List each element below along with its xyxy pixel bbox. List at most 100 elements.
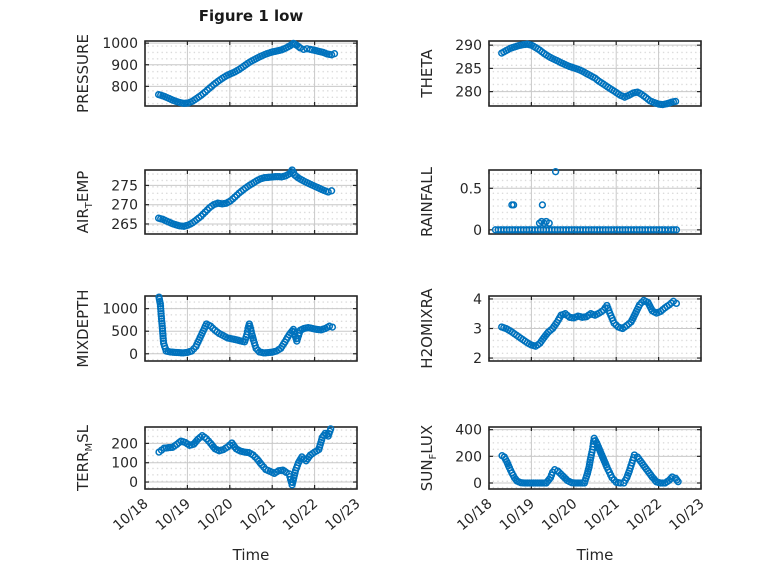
data-point-marker <box>672 299 681 308</box>
x-tick-label: 10/19 <box>153 496 194 534</box>
y-tick-label: 285 <box>455 61 482 77</box>
x-tick-label: 10/23 <box>322 496 363 534</box>
data-point-marker <box>157 304 165 313</box>
data-series <box>154 39 339 108</box>
y-axis-label: TERRMSL <box>74 424 95 492</box>
data-point-marker <box>674 478 682 486</box>
x-tick-label: 10/21 <box>238 496 279 534</box>
y-tick-label: 2 <box>473 351 482 367</box>
x-tick-label: 10/18 <box>110 496 151 534</box>
data-point-marker <box>158 327 167 335</box>
y-tick-label: 200 <box>111 436 138 452</box>
x-axis-label: Time <box>232 546 270 564</box>
data-point-marker <box>670 226 678 234</box>
axes-box <box>488 169 702 235</box>
y-tick-label: 100 <box>111 456 138 472</box>
y-tick-label: 3 <box>473 322 482 338</box>
y-tick-label: 800 <box>111 79 138 95</box>
y-tick-label: 400 <box>455 423 482 439</box>
x-tick-label: 10/22 <box>624 496 665 534</box>
y-axis-label: MIXDEPTH <box>74 289 92 367</box>
y-tick-label: 265 <box>111 217 138 233</box>
y-tick-label: 1000 <box>102 36 138 52</box>
x-tick-label: 10/22 <box>280 496 321 534</box>
data-series <box>155 425 335 489</box>
subplot-AIR_TEMP: 265 270 275 AIRTEMP <box>74 166 358 235</box>
x-tick-label: 10/23 <box>666 496 707 534</box>
y-tick-label: 1000 <box>102 302 138 318</box>
axes-box <box>144 426 358 490</box>
axes-box <box>488 426 702 490</box>
x-tick-label: 10/20 <box>195 496 236 534</box>
y-tick-label: 0 <box>129 347 138 363</box>
data-point-marker <box>671 97 680 106</box>
data-point-marker <box>330 50 339 58</box>
subplot-TERR_MSL: 0 100 200 TERRMSL 10/18 10/19 10/20 10/21 10/22 1… <box>74 424 364 564</box>
data-point-marker <box>157 309 165 318</box>
data-point-marker <box>551 168 560 176</box>
data-point-marker <box>328 323 337 331</box>
data-series <box>498 434 682 487</box>
data-series <box>155 293 337 357</box>
data-point-marker <box>156 300 164 308</box>
data-point-marker <box>672 226 681 234</box>
figure-title: Figure 1 low <box>198 7 304 25</box>
y-axis-label: AIRTEMP <box>74 171 95 234</box>
data-point-marker <box>159 334 167 343</box>
data-point-marker <box>159 332 167 340</box>
y-tick-label: 270 <box>111 198 138 214</box>
data-point-marker <box>299 45 308 54</box>
y-axis-label: RAINFALL <box>418 166 436 237</box>
y-tick-label: 280 <box>455 85 482 101</box>
y-tick-label: 0.5 <box>460 181 482 197</box>
subplot-THETA: 280 285 290 THETA <box>418 38 702 109</box>
data-series <box>154 166 336 230</box>
y-tick-label: 4 <box>473 292 482 308</box>
data-point-marker <box>327 425 335 433</box>
minor-grid <box>489 170 701 234</box>
data-point-marker <box>158 322 166 330</box>
data-point-marker <box>157 312 165 320</box>
data-series <box>498 40 680 109</box>
y-tick-label: 275 <box>111 178 138 194</box>
data-point-marker <box>296 44 304 52</box>
y-tick-label: 0 <box>129 475 138 491</box>
x-tick-label: 10/18 <box>454 496 495 534</box>
y-axis-label: SUNFLUX <box>418 425 439 491</box>
subplot-RAINFALL: 0 0.5 RAINFALL <box>418 166 702 239</box>
y-tick-label: 0 <box>473 223 482 239</box>
axes-box <box>144 169 358 235</box>
x-axis-label: Time <box>576 546 614 564</box>
x-tick-label: 10/20 <box>539 496 580 534</box>
data-series <box>498 296 681 350</box>
subplot-MIXDEPTH: 0 500 1000 MIXDEPTH <box>74 289 358 368</box>
y-tick-label: 500 <box>111 324 138 340</box>
data-point-marker <box>538 201 547 209</box>
y-tick-label: 0 <box>473 476 482 492</box>
data-point-marker <box>158 319 166 328</box>
axes-box <box>144 295 358 362</box>
subplot-PRESSURE: 800 900 1000 PRESSURE <box>74 34 358 113</box>
data-point-marker <box>545 219 553 227</box>
axes-box <box>144 40 358 107</box>
x-tick-label: 10/21 <box>582 496 623 534</box>
y-tick-label: 200 <box>455 449 482 465</box>
data-point-marker <box>327 187 336 195</box>
subplot-H2OMIXRA: 2 3 4 H2OMIXRA <box>418 288 702 369</box>
data-series <box>491 168 681 234</box>
y-tick-label: 900 <box>111 58 138 74</box>
axes-box <box>488 295 702 362</box>
x-tick-label: 10/19 <box>497 496 538 534</box>
data-point-marker <box>157 314 166 323</box>
minor-grid <box>489 41 701 106</box>
data-point-marker <box>157 307 165 315</box>
y-tick-label: 290 <box>455 38 482 54</box>
y-axis-label: PRESSURE <box>74 34 92 113</box>
subplot-SUN_FLUX: 0 200 400 SUNFLUX 10/18 10/19 10/20 10/21 10/22 1… <box>418 423 708 564</box>
data-point-marker <box>158 324 167 333</box>
y-axis-label: THETA <box>418 49 436 99</box>
axes-box <box>488 40 702 107</box>
y-axis-label: H2OMIXRA <box>418 288 436 369</box>
